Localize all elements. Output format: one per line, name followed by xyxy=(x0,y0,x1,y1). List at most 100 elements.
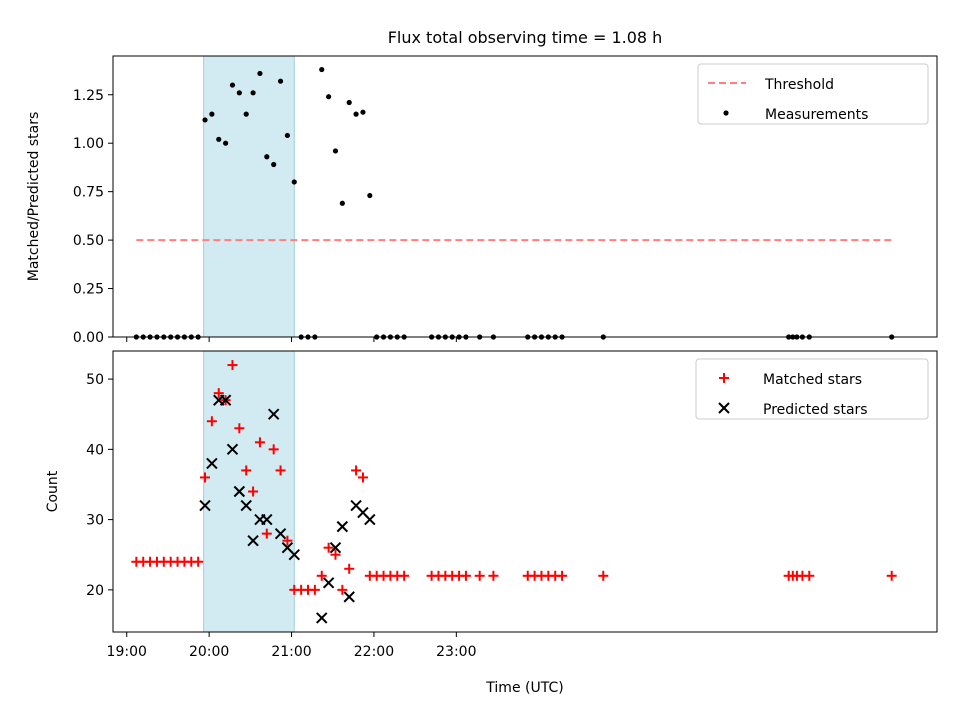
x-tick-label: 22:00 xyxy=(354,644,394,660)
measurement-point xyxy=(271,161,277,168)
matched-star-point xyxy=(344,563,355,574)
y-tick-label: 0.25 xyxy=(73,282,104,298)
matched-star-point xyxy=(309,584,320,595)
measurement-point xyxy=(284,132,291,139)
x-tick-label: 19:00 xyxy=(107,644,147,660)
chart-title: Flux total observing time = 1.08 h xyxy=(388,28,663,47)
observing-time-shaded-span xyxy=(203,55,295,338)
legend-label: Threshold xyxy=(764,77,834,93)
measurement-point xyxy=(346,99,352,106)
predicted-star-point xyxy=(261,513,273,526)
legend-box xyxy=(695,358,929,420)
y-tick-label: 20 xyxy=(86,583,104,599)
matched-star-point xyxy=(557,570,568,581)
matched-star-point xyxy=(268,444,279,455)
matched-star-point xyxy=(804,570,815,581)
legend: Threshold Measurements xyxy=(697,63,929,125)
y-tick-label: 1.25 xyxy=(73,88,104,104)
measurement-point xyxy=(202,117,208,123)
measurement-point xyxy=(367,192,373,199)
flux-ratio-panel: 0.00 0.25 0.50 0.75 1.00 1.25 Flux total obse… xyxy=(26,28,938,346)
y-tick-label: 30 xyxy=(86,513,104,529)
matched-star-point xyxy=(399,570,410,581)
matched-star-point xyxy=(351,465,362,476)
predicted-star-point xyxy=(247,534,259,547)
matched-star-point xyxy=(241,465,252,476)
measurement-point xyxy=(360,109,366,115)
x-tick-label: 21:00 xyxy=(271,644,311,660)
matched-star-point xyxy=(213,388,224,399)
measurement-point xyxy=(326,94,332,100)
measurement-point xyxy=(257,70,263,77)
matched-star-point xyxy=(275,465,286,476)
measurement-point xyxy=(250,90,256,96)
predicted-star-point xyxy=(233,485,246,498)
legend-handle-matched xyxy=(719,373,729,383)
matched-star-point xyxy=(200,472,211,483)
y-tick-label: 1.00 xyxy=(73,136,104,152)
matched-star-point xyxy=(323,542,334,553)
matched-star-point xyxy=(234,423,245,434)
measurement-point xyxy=(339,200,345,206)
y-axis-ticks: 20 30 40 50 xyxy=(86,372,113,599)
x-axis-ticks xyxy=(126,337,457,342)
predicted-star-point xyxy=(267,408,280,420)
measurement-point xyxy=(319,66,325,73)
y-tick-label: 0.50 xyxy=(73,233,104,249)
x-axis-label: Time (UTC) xyxy=(485,680,563,696)
plot-frame xyxy=(112,350,938,633)
predicted-star-point xyxy=(316,612,328,624)
predicted-star-point xyxy=(199,499,211,512)
matched-star-point xyxy=(460,570,471,581)
matched-star-point xyxy=(316,570,327,581)
legend-label: Measurements xyxy=(765,107,868,123)
measurement-point xyxy=(243,111,249,117)
legend: Matched stars Predicted stars xyxy=(695,358,929,420)
matched-star-point xyxy=(282,535,293,546)
predicted-star-point xyxy=(274,527,287,540)
legend-label: Predicted stars xyxy=(763,402,868,418)
measurement-point xyxy=(229,82,236,88)
predicted-star-point xyxy=(343,591,355,603)
measurement-point xyxy=(291,179,297,185)
plot-frame xyxy=(112,55,938,338)
predicted-star-point xyxy=(219,394,232,406)
measurement-point xyxy=(216,136,222,142)
predicted-star-point xyxy=(206,457,218,470)
matched-star-point xyxy=(193,556,204,567)
matched-star-point xyxy=(337,584,348,595)
measurement-point xyxy=(264,154,270,160)
x-tick-label: 20:00 xyxy=(189,644,229,660)
matched-star-point xyxy=(227,360,238,371)
predicted-star-point xyxy=(288,549,300,561)
y-tick-label: 0.75 xyxy=(73,185,104,201)
measurement-point xyxy=(332,148,339,154)
matched-star-point xyxy=(598,570,609,581)
legend-handle-measurements xyxy=(723,110,729,116)
predicted-star-point xyxy=(226,443,239,456)
predicted-star-point xyxy=(364,513,376,526)
y-axis-label: Count xyxy=(45,470,61,512)
x-axis-ticks: 19:0020:0021:0022:0023:0000:0001:0002:00… xyxy=(107,632,477,660)
y-tick-label: 0.00 xyxy=(73,330,104,346)
matched-star-point xyxy=(886,570,897,581)
matched-star-point xyxy=(474,570,485,581)
measurement-point xyxy=(277,78,284,84)
legend-box xyxy=(697,63,929,125)
y-tick-label: 40 xyxy=(86,442,104,458)
x-tick-label: 23:00 xyxy=(436,644,476,660)
predicted-star-point xyxy=(322,577,335,589)
matched-star-point xyxy=(254,437,265,448)
measurement-point xyxy=(223,140,229,146)
y-tick-label: 50 xyxy=(86,372,104,388)
matched-star-point xyxy=(330,549,341,560)
predicted-star-point xyxy=(336,520,349,533)
y-axis-label: Matched/Predicted stars xyxy=(26,112,42,282)
predicted-star-point xyxy=(329,541,342,554)
matched-star-point xyxy=(357,472,368,483)
matched-star-point xyxy=(261,528,272,539)
y-axis-ticks: 0.00 0.25 0.50 0.75 1.00 1.25 xyxy=(73,88,113,346)
matched-star-point xyxy=(488,570,499,581)
